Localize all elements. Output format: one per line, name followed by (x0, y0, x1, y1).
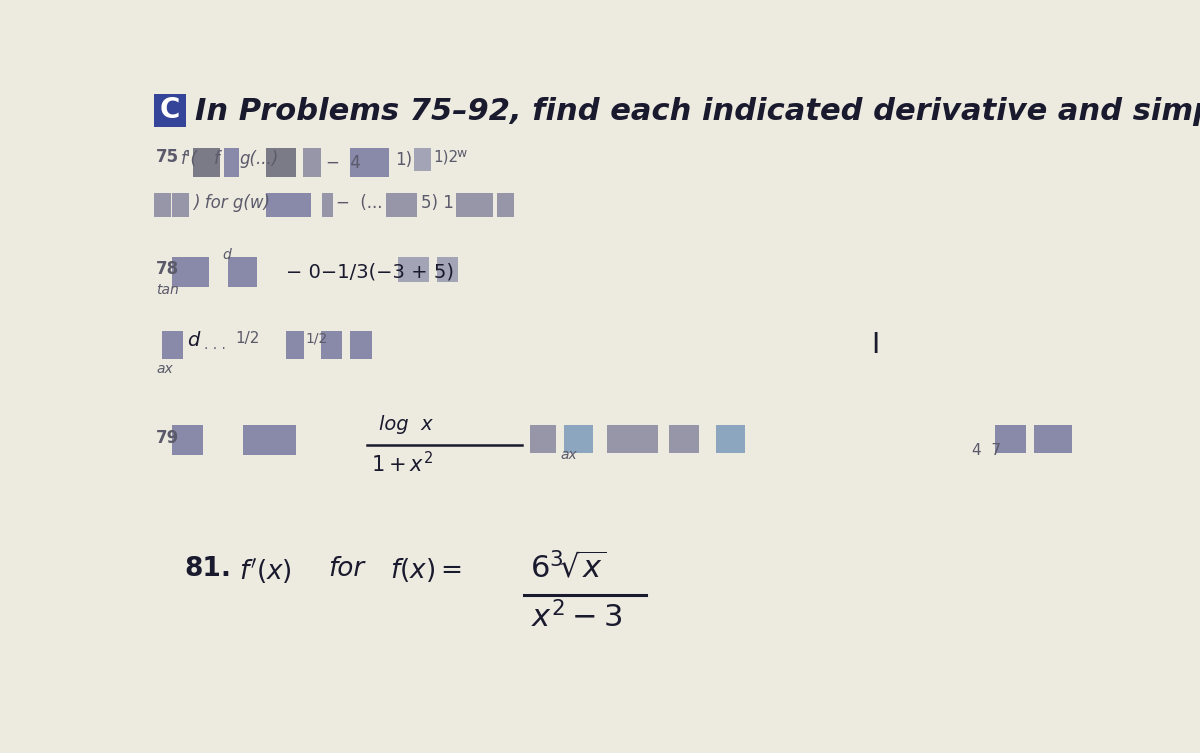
Text: 79: 79 (156, 429, 180, 447)
Bar (715, 425, 745, 453)
Text: 1/2: 1/2 (305, 331, 328, 346)
Text: $x^2 - 3$: $x^2 - 3$ (532, 601, 623, 633)
Bar (564, 425, 593, 453)
Text: ) for g(w): ) for g(w) (193, 194, 270, 212)
Bar (1033, 425, 1073, 453)
Bar (162, 331, 184, 359)
Text: $6^3\!\sqrt{x}$: $6^3\!\sqrt{x}$ (529, 553, 606, 584)
Text: log  x: log x (379, 416, 432, 434)
Text: − 0−1/3(−3 + 5): − 0−1/3(−3 + 5) (286, 262, 454, 281)
Bar (350, 331, 372, 359)
Bar (320, 331, 342, 359)
Bar (386, 193, 418, 218)
Bar (607, 425, 658, 453)
Bar (286, 331, 305, 359)
Text: f'(: f'( (181, 150, 198, 168)
Text: 75: 75 (156, 148, 179, 166)
Bar (193, 148, 220, 178)
Bar (172, 425, 203, 455)
Bar (456, 193, 493, 218)
Bar (995, 425, 1026, 453)
Text: I: I (871, 331, 878, 359)
Text: for: for (329, 556, 365, 582)
Bar (670, 425, 698, 453)
Text: ax: ax (156, 362, 173, 376)
Text: $1 + x^2$: $1 + x^2$ (371, 451, 433, 476)
Text: −  (...: − (... (336, 194, 383, 212)
Bar (154, 193, 170, 218)
Text: tan: tan (156, 283, 179, 297)
Text: $f'(x)$: $f'(x)$ (239, 556, 292, 586)
Text: w: w (456, 147, 467, 160)
Bar (304, 148, 320, 178)
Text: In Problems 75–92, find each indicated derivative and simplify.: In Problems 75–92, find each indicated d… (194, 96, 1200, 126)
Text: −  4: − 4 (326, 154, 361, 172)
Text: 1)2: 1)2 (433, 150, 458, 165)
Bar (266, 148, 295, 178)
Text: 5) 1: 5) 1 (421, 194, 454, 212)
Bar (223, 148, 239, 178)
Text: . . .: . . . (204, 338, 226, 352)
Text: 1/2: 1/2 (235, 331, 259, 346)
Text: g(...): g(...) (240, 150, 280, 168)
Text: d: d (222, 248, 230, 262)
Text: 78: 78 (156, 260, 179, 278)
Bar (398, 258, 430, 282)
Text: 81.: 81. (185, 556, 232, 582)
Text: ax: ax (560, 448, 577, 462)
Text: d: d (187, 331, 199, 350)
Bar (172, 193, 188, 218)
Bar (437, 258, 458, 282)
Bar (322, 193, 332, 218)
Text: 4  7: 4 7 (972, 443, 1001, 458)
Bar (529, 425, 556, 453)
Bar (172, 258, 209, 287)
Bar (228, 258, 257, 287)
Text: 1): 1) (395, 151, 412, 169)
Bar (266, 193, 311, 218)
FancyBboxPatch shape (154, 94, 186, 127)
Text: f: f (214, 150, 220, 168)
Text: $f(x) =$: $f(x) =$ (390, 556, 462, 584)
Bar (350, 148, 389, 178)
Bar (242, 425, 295, 455)
Text: C: C (160, 96, 180, 124)
Bar (414, 148, 431, 171)
Bar (497, 193, 515, 218)
